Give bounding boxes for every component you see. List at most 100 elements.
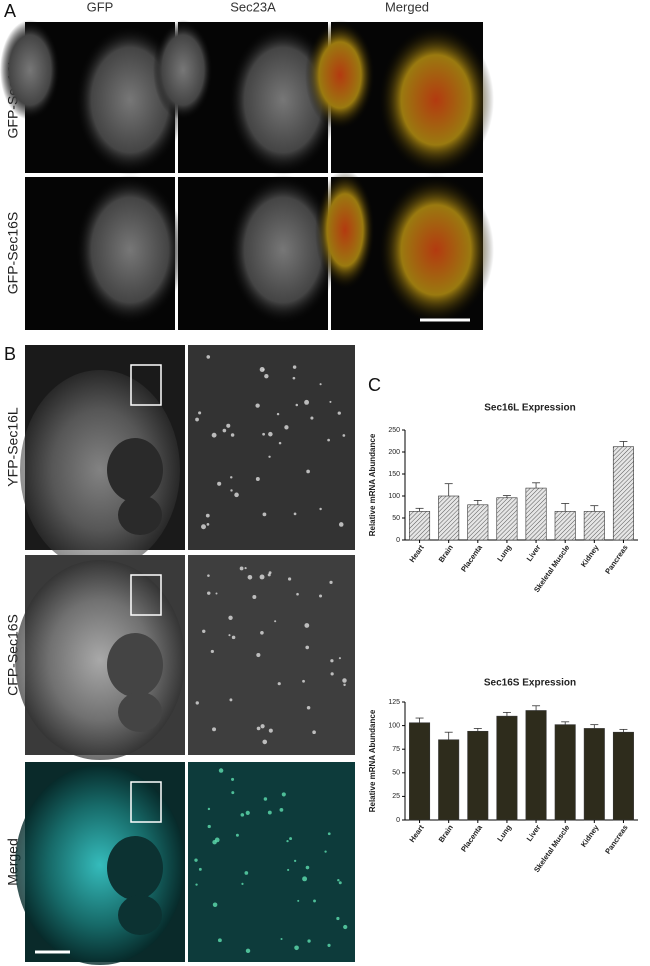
x-tick-label: Liver (525, 543, 543, 563)
punctum (293, 512, 297, 516)
punctum (247, 574, 253, 580)
punctum (210, 649, 214, 654)
punctum (313, 899, 316, 903)
punctum (302, 876, 308, 882)
punctum (287, 868, 290, 872)
punctum (230, 433, 235, 437)
micrographs-b (15, 345, 355, 965)
punctum (286, 839, 289, 843)
bar (409, 511, 431, 541)
punctum (241, 882, 244, 885)
punctum (329, 580, 333, 585)
punctum (231, 791, 235, 795)
punctum (296, 592, 299, 596)
punctum (292, 376, 296, 380)
punctum (206, 522, 210, 526)
punctum (198, 411, 202, 415)
punctum (230, 489, 233, 492)
chart-title: Sec16L Expression (484, 403, 576, 414)
punctum (338, 522, 344, 527)
punctum (319, 594, 323, 598)
punctum (235, 833, 239, 837)
bar (496, 497, 518, 541)
micrographs-a (0, 20, 494, 330)
x-tick-label: Heart (407, 543, 426, 564)
punctum (245, 948, 251, 954)
punctum (276, 412, 280, 416)
punctum (305, 865, 310, 870)
x-tick-label: Placenta (459, 542, 485, 573)
punctum (279, 807, 284, 812)
punctum (292, 365, 297, 369)
bar (409, 722, 431, 821)
x-tick-label: Lung (495, 543, 513, 564)
bar (438, 495, 460, 541)
bar (496, 715, 518, 821)
punctum (297, 899, 300, 902)
punctum (330, 672, 334, 676)
punctum (310, 416, 314, 420)
punctum (212, 902, 218, 908)
column-header: Sec23A (230, 0, 276, 14)
punctum (268, 431, 273, 437)
x-tick-label: Kidney (579, 822, 601, 848)
punctum (217, 938, 222, 943)
chart-title: Sec16S Expression (484, 678, 576, 689)
punctum (222, 428, 227, 433)
panel-label: C (368, 375, 381, 395)
punctum (307, 939, 311, 943)
y-tick-label: 250 (388, 427, 400, 434)
punctum (304, 623, 310, 628)
y-tick-label: 100 (388, 493, 400, 500)
bar (583, 728, 605, 821)
punctum (212, 727, 217, 732)
punctum (338, 657, 341, 660)
punctum (252, 595, 257, 600)
punctum (228, 634, 231, 637)
x-tick-label: Brain (437, 823, 456, 844)
punctum (329, 400, 332, 403)
punctum (245, 810, 250, 815)
bar (467, 504, 489, 541)
x-tick-label: Pancreas (603, 543, 630, 575)
punctum (277, 682, 281, 686)
bar (525, 710, 547, 821)
punctum (280, 937, 283, 941)
y-tick-label: 125 (388, 699, 400, 706)
x-tick-label: Kidney (579, 542, 601, 568)
punctum (229, 698, 233, 702)
punctum (264, 373, 269, 379)
punctum (215, 592, 218, 595)
punctum (284, 425, 289, 430)
punctum (343, 924, 348, 930)
x-tick-label: Brain (437, 543, 456, 564)
bar (612, 731, 634, 821)
punctum (337, 878, 340, 882)
punctum (305, 645, 310, 650)
y-axis-label: Relative mRNA Abundance (368, 709, 377, 812)
y-tick-label: 75 (392, 746, 400, 753)
punctum (230, 476, 233, 479)
punctum (304, 399, 310, 405)
x-tick-label: Lung (495, 823, 513, 844)
y-tick-label: 100 (388, 722, 400, 729)
punctum (342, 678, 347, 683)
punctum (289, 837, 293, 841)
punctum (336, 916, 340, 921)
punctum (259, 574, 265, 580)
punctum (306, 705, 311, 710)
x-tick-label: Pancreas (603, 823, 630, 855)
y-tick-label: 0 (396, 817, 400, 824)
punctum (302, 679, 305, 683)
bar (438, 739, 460, 821)
punctum (319, 507, 322, 511)
puncta (194, 355, 348, 954)
punctum (267, 810, 272, 815)
punctum (263, 797, 268, 801)
punctum (268, 455, 271, 458)
bar (525, 487, 547, 541)
punctum (234, 492, 239, 498)
punctum (327, 832, 331, 836)
bar (583, 511, 605, 541)
punctum (201, 524, 206, 530)
